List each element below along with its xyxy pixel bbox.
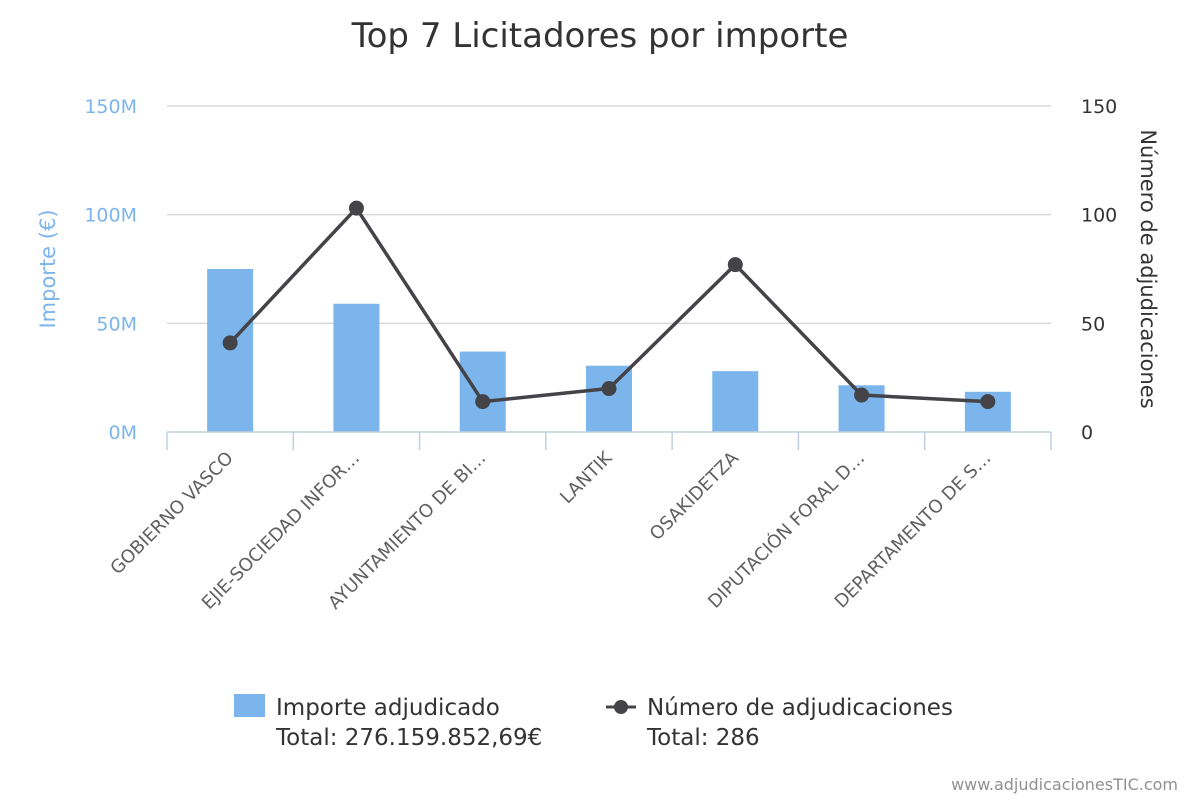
legend-item-line[interactable]: Número de adjudicaciones Total: 286: [606, 695, 953, 751]
y-left-tick-label: 150M: [84, 96, 137, 118]
legend-line-label: Número de adjudicaciones: [647, 695, 953, 721]
chart-title: Top 7 Licitadores por importe: [351, 16, 849, 56]
y-axis-right-title: Número de adjudicaciones: [1136, 129, 1160, 408]
legend-line-marker: [614, 700, 628, 714]
y-left-tick-label: 50M: [96, 313, 137, 335]
credit-text[interactable]: www.adjudicacionesTIC.com: [951, 775, 1178, 794]
y-left-tick-label: 100M: [84, 205, 137, 227]
bar[interactable]: [586, 365, 632, 432]
y-right-tick-label: 150: [1081, 96, 1117, 118]
line-point[interactable]: [601, 381, 617, 397]
line-point[interactable]: [980, 394, 996, 410]
legend-bar-total: Total: 276.159.852,69€: [275, 725, 542, 751]
legend-line-total: Total: 286: [646, 725, 760, 751]
y-left-tick-label: 0M: [109, 422, 137, 444]
legend-bar-swatch: [234, 694, 265, 717]
y-axis-right: 0 50 100 150: [1081, 96, 1117, 444]
legend-item-bar[interactable]: Importe adjudicado Total: 276.159.852,69…: [234, 694, 542, 751]
line-point[interactable]: [854, 387, 870, 403]
bar[interactable]: [207, 269, 254, 432]
line-point[interactable]: [475, 394, 491, 410]
y-right-tick-label: 50: [1081, 313, 1105, 335]
legend-bar-label: Importe adjudicado: [276, 695, 500, 721]
line-point[interactable]: [727, 257, 743, 273]
gridlines: [167, 105, 1051, 325]
y-axis-left-title: Importe (€): [36, 209, 60, 328]
x-tick-label: OSAKIDETZA: [646, 447, 744, 545]
bar-series: [207, 269, 1011, 432]
line-series: [222, 200, 996, 410]
bar[interactable]: [333, 303, 380, 432]
bar[interactable]: [712, 371, 759, 432]
x-tick-label: LANTIK: [556, 447, 617, 508]
y-right-tick-label: 100: [1081, 205, 1117, 227]
y-axis-left: 0M 50M 100M 150M: [84, 96, 137, 444]
bar[interactable]: [459, 351, 506, 432]
y-right-tick-label: 0: [1081, 422, 1093, 444]
line-point[interactable]: [348, 200, 364, 216]
legend: Importe adjudicado Total: 276.159.852,69…: [234, 694, 953, 751]
line-point[interactable]: [222, 335, 238, 351]
x-tick-label: GOBIERNO VASCO: [106, 448, 237, 579]
